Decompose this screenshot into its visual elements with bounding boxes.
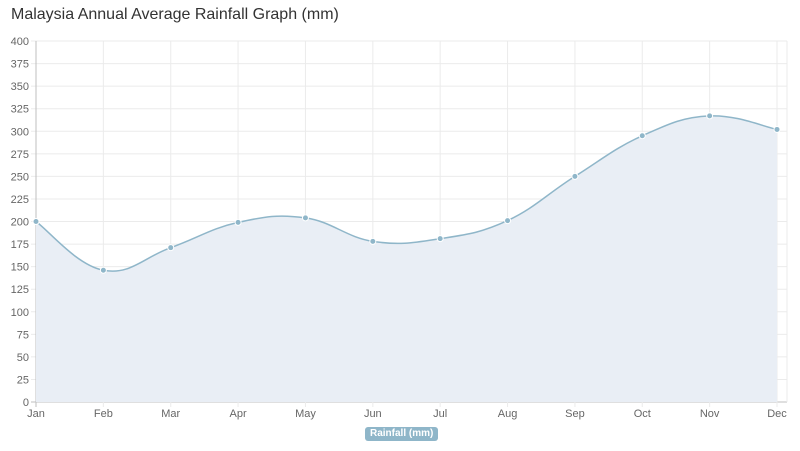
y-tick-label: 375 [11,59,29,71]
data-point-apr[interactable] [234,218,242,226]
x-tick-label: Nov [700,408,720,420]
y-tick-label: 75 [17,329,29,341]
y-tick-label: 50 [17,352,29,364]
data-point-mar[interactable] [167,244,175,252]
data-point-may[interactable] [301,214,309,222]
y-tick-label: 400 [11,36,29,48]
y-tick-label: 150 [11,262,29,274]
y-tick-label: 225 [11,194,29,206]
series-area [36,115,777,402]
x-tick-label: Oct [634,408,651,420]
data-point-oct[interactable] [638,132,646,140]
y-tick-label: 350 [11,81,29,93]
data-point-dec[interactable] [773,125,781,133]
chart-title: Malaysia Annual Average Rainfall Graph (… [11,6,339,23]
y-tick-label: 200 [11,217,29,229]
x-tick-label: Aug [498,408,518,420]
data-point-nov[interactable] [706,112,714,120]
x-tick-label: Sep [565,408,585,420]
data-point-jul[interactable] [436,235,444,243]
x-tick-label: Jul [433,408,447,420]
y-tick-label: 25 [17,374,29,386]
data-point-jun[interactable] [369,237,377,245]
x-tick-label: Jan [27,408,45,420]
y-tick-label: 250 [11,171,29,183]
data-point-sep[interactable] [571,172,579,180]
x-tick-label: May [295,408,316,420]
x-tick-label: Jun [364,408,382,420]
y-tick-label: 100 [11,307,29,319]
x-tick-label: Mar [161,408,180,420]
y-tick-label: 175 [11,239,29,251]
y-tick-label: 125 [11,284,29,296]
series-line [35,115,778,272]
axes: 0 25 50 75 100 125 150 175 200 225 250 275 300 325 350… [11,36,788,420]
x-tick-label: Feb [94,408,113,420]
y-tick-label: 0 [23,397,29,409]
data-point-aug[interactable] [504,217,512,225]
y-tick-label: 300 [11,126,29,138]
series-rainfall [32,112,781,402]
x-tick-label: Apr [230,408,247,420]
legend-rainfall[interactable]: Rainfall (mm) [365,427,439,441]
data-point-jan[interactable] [32,218,40,225]
y-tick-label: 325 [11,104,29,116]
y-tick-label: 275 [11,149,29,161]
x-tick-label: Dec [767,408,787,420]
data-point-feb[interactable] [99,266,107,274]
